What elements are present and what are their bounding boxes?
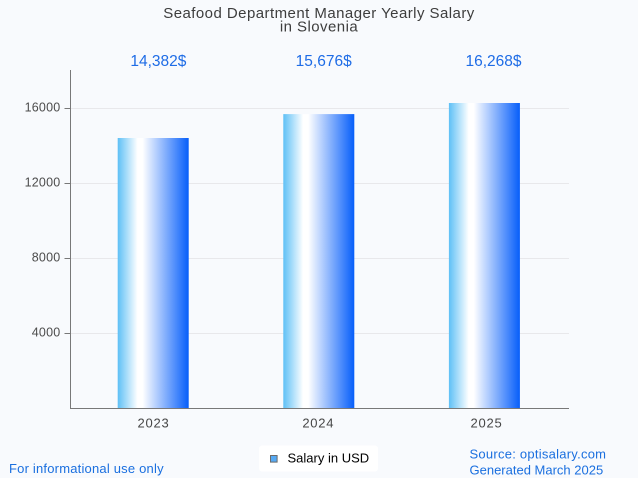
svg-text:2023: 2023 (138, 416, 170, 431)
svg-text:in Slovenia: in Slovenia (280, 19, 359, 36)
svg-text:Source: optisalary.com: Source: optisalary.com (470, 446, 607, 461)
svg-text:Generated March 2025: Generated March 2025 (470, 462, 604, 477)
svg-text:Seafood Department Manager Yea: Seafood Department Manager Yearly Salary (163, 5, 475, 22)
svg-text:16,268$: 16,268$ (465, 53, 521, 70)
svg-text:2025: 2025 (471, 416, 503, 431)
svg-text:14,382$: 14,382$ (130, 53, 186, 70)
svg-text:16000: 16000 (25, 101, 61, 115)
svg-text:2024: 2024 (302, 416, 334, 431)
svg-text:15,676$: 15,676$ (296, 53, 352, 70)
svg-text:Salary in USD: Salary in USD (288, 451, 370, 466)
svg-text:4000: 4000 (32, 326, 61, 340)
svg-text:12000: 12000 (25, 176, 61, 190)
svg-text:8000: 8000 (32, 251, 61, 265)
svg-text:For informational use only: For informational use only (9, 461, 164, 476)
